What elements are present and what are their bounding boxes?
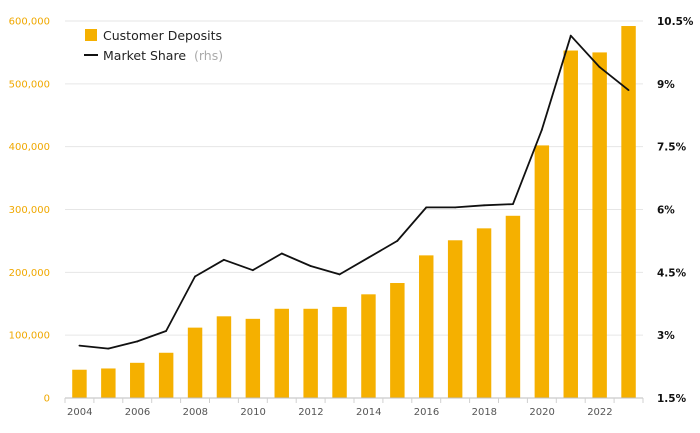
bar-2006 bbox=[130, 362, 145, 398]
market-share-point-2019 bbox=[512, 203, 514, 205]
x-tick-label: 2020 bbox=[529, 407, 554, 418]
bar-2008 bbox=[187, 327, 203, 398]
market-share-point-2020 bbox=[540, 129, 543, 131]
bar-2013 bbox=[332, 306, 347, 398]
market-share-point-2008 bbox=[194, 275, 196, 278]
legend-label-market-share: Market Share (rhs) bbox=[103, 48, 223, 63]
y-right-tick-label: 4.5% bbox=[657, 267, 687, 279]
line-series bbox=[78, 34, 630, 350]
x-tick-label: 2008 bbox=[183, 407, 208, 418]
market-share-point-2023 bbox=[627, 89, 630, 92]
market-share-point-2022 bbox=[598, 66, 601, 68]
x-tick-label: 2012 bbox=[298, 407, 323, 418]
bar-2015 bbox=[390, 283, 405, 398]
bar-2005 bbox=[101, 368, 116, 398]
legend-label-customer-deposits: Customer Deposits bbox=[103, 28, 222, 43]
bar-2018 bbox=[476, 228, 492, 398]
x-tick-label: 2014 bbox=[356, 407, 381, 418]
y-left-tick-label: 100,000 bbox=[9, 331, 50, 342]
market-share-point-2017 bbox=[454, 206, 457, 209]
bar-2007 bbox=[158, 352, 174, 398]
market-share-point-2005 bbox=[107, 347, 110, 350]
market-share-point-2016 bbox=[425, 206, 428, 209]
y-right-tick-label: 7.5% bbox=[657, 142, 687, 154]
market-share-point-2015 bbox=[396, 240, 399, 242]
market-share-point-2018 bbox=[483, 204, 485, 207]
y-left-tick-label: 500,000 bbox=[9, 79, 50, 90]
bar-2021 bbox=[563, 50, 578, 398]
x-tick-label: 2004 bbox=[67, 407, 92, 418]
y-left-tick-label: 0 bbox=[44, 394, 50, 405]
bar-2016 bbox=[419, 255, 434, 398]
gridlines bbox=[65, 20, 643, 336]
bar-2017 bbox=[447, 240, 463, 398]
market-share-line bbox=[79, 34, 630, 350]
y-right-tick-label: 3% bbox=[657, 330, 675, 342]
bar-2011 bbox=[274, 308, 289, 398]
x-tick-label: 2018 bbox=[472, 407, 497, 418]
y-left-tick-label: 400,000 bbox=[9, 142, 50, 153]
bar-2010 bbox=[245, 318, 261, 398]
y-left-tick-label: 200,000 bbox=[9, 268, 50, 279]
market-share-point-2004 bbox=[78, 344, 81, 347]
market-share-point-2021 bbox=[569, 34, 572, 37]
bar-2020 bbox=[534, 145, 550, 398]
bar-series bbox=[72, 26, 636, 399]
x-tick-label: 2022 bbox=[587, 407, 612, 418]
x-tick-label: 2016 bbox=[414, 407, 439, 418]
market-share-point-2013 bbox=[338, 273, 341, 276]
market-share-point-2011 bbox=[280, 252, 283, 255]
bar-2009 bbox=[216, 316, 232, 398]
y-right-tick-label: 10.5% bbox=[657, 16, 694, 28]
market-share-point-2009 bbox=[223, 258, 225, 261]
market-share-point-2006 bbox=[136, 340, 139, 343]
y-right-tick-label: 6% bbox=[657, 205, 675, 217]
y-right-tick-label: 9% bbox=[657, 79, 675, 91]
market-share-point-2007 bbox=[165, 330, 168, 332]
axes: 0 100,000 200,000 300,000 400,000 500,000 600,… bbox=[9, 16, 694, 418]
market-share-point-2012 bbox=[309, 265, 312, 267]
legend-swatch-customer-deposits bbox=[85, 29, 97, 41]
legend: Customer Deposits Market Share (rhs) bbox=[84, 28, 223, 63]
bar-2004 bbox=[72, 369, 87, 398]
bar-2022 bbox=[592, 52, 607, 399]
y-right-tick-label: 1.5% bbox=[657, 393, 687, 405]
bar-2012 bbox=[303, 308, 318, 398]
x-tick-label: 2006 bbox=[125, 407, 150, 418]
bar-2019 bbox=[505, 215, 521, 398]
y-left-tick-label: 300,000 bbox=[9, 205, 50, 216]
legend-label-market-share-name: Market Share bbox=[103, 48, 186, 63]
bar-2014 bbox=[361, 294, 376, 398]
market-share-point-2010 bbox=[251, 269, 254, 272]
x-tick-label: 2010 bbox=[240, 407, 265, 418]
bar-2023 bbox=[621, 26, 636, 398]
market-share-point-2014 bbox=[367, 256, 370, 259]
y-left-tick-label: 600,000 bbox=[9, 17, 50, 28]
legend-label-market-share-note: (rhs) bbox=[194, 48, 223, 63]
